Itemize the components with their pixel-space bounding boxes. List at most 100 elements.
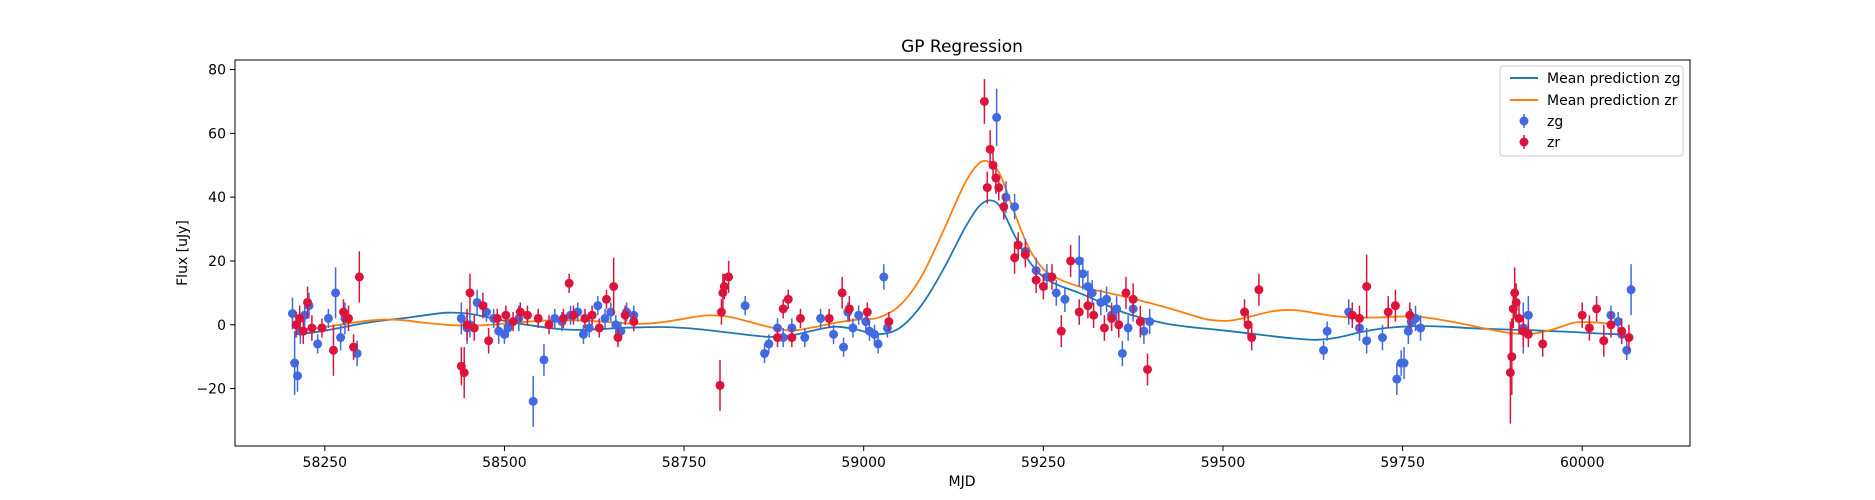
- point-marker: [508, 317, 518, 327]
- point-marker: [601, 294, 611, 304]
- data-point-zg: [1362, 327, 1372, 354]
- point-marker: [1047, 272, 1057, 282]
- data-point-zr: [1507, 318, 1517, 395]
- y-tick-label: −20: [196, 382, 226, 398]
- data-point-zr: [484, 327, 494, 354]
- data-point-zg: [528, 375, 538, 427]
- point-marker: [778, 304, 788, 314]
- data-point-zg: [800, 327, 810, 348]
- point-marker: [1613, 317, 1623, 327]
- point-marker: [844, 304, 854, 314]
- data-point-zg: [854, 305, 864, 325]
- point-marker: [307, 323, 317, 333]
- data-point-zr: [778, 299, 788, 319]
- data-point-zr: [1577, 302, 1587, 328]
- point-marker: [1143, 364, 1153, 374]
- data-point-zg: [1319, 340, 1329, 360]
- point-marker: [1112, 304, 1122, 314]
- data-point-zg: [578, 324, 588, 344]
- data-point-zr: [1254, 273, 1264, 306]
- point-marker: [1114, 320, 1124, 330]
- point-marker: [979, 96, 989, 106]
- point-marker: [1514, 313, 1524, 323]
- data-point-zr: [837, 276, 847, 309]
- data-point-zr: [772, 327, 782, 348]
- point-marker: [824, 313, 834, 323]
- data-point-zg: [593, 296, 603, 316]
- data-point-zr: [1121, 276, 1131, 309]
- point-marker: [349, 342, 359, 352]
- data-point-zr: [1510, 267, 1520, 319]
- data-point-zr: [1089, 302, 1099, 328]
- data-point-zg: [1392, 363, 1402, 395]
- data-point-zr: [999, 193, 1009, 220]
- data-point-zg: [331, 267, 341, 319]
- data-point-zr: [1383, 296, 1393, 328]
- point-marker: [1074, 256, 1084, 266]
- data-point-zr: [1135, 305, 1145, 338]
- data-point-zr: [349, 334, 359, 360]
- legend-label-line-zg: Mean prediction zg: [1547, 71, 1681, 87]
- point-marker: [462, 320, 472, 330]
- data-point-zr: [982, 171, 992, 204]
- observation-points: [287, 79, 1636, 427]
- point-marker: [873, 339, 883, 349]
- data-point-zg: [1074, 235, 1084, 287]
- data-point-zr: [1099, 315, 1109, 341]
- data-point-zr: [787, 327, 797, 348]
- point-marker: [829, 329, 839, 339]
- point-marker: [1577, 310, 1587, 320]
- point-marker: [629, 317, 639, 327]
- data-point-zg: [1613, 312, 1623, 332]
- point-marker: [580, 313, 590, 323]
- point-marker: [584, 323, 594, 333]
- point-marker: [1010, 202, 1020, 212]
- point-marker: [600, 313, 610, 323]
- point-marker: [533, 313, 543, 323]
- data-point-zr: [783, 289, 793, 309]
- data-point-zr: [620, 305, 630, 325]
- point-marker: [854, 310, 864, 320]
- point-marker: [478, 301, 488, 311]
- point-marker: [1107, 313, 1117, 323]
- data-point-zr: [568, 305, 578, 325]
- data-point-zr: [1592, 296, 1602, 322]
- data-point-zg: [323, 308, 333, 328]
- legend-frame: [1499, 65, 1684, 157]
- point-marker: [1617, 326, 1627, 336]
- point-marker: [1240, 307, 1250, 317]
- data-point-zg: [503, 318, 513, 338]
- data-point-zr: [1083, 292, 1093, 319]
- data-point-zr: [613, 327, 623, 348]
- data-point-zr: [515, 302, 525, 322]
- point-marker: [1078, 269, 1088, 279]
- data-point-zg: [1087, 280, 1097, 306]
- point-marker: [317, 323, 327, 333]
- point-marker: [1089, 310, 1099, 320]
- point-marker: [1319, 345, 1329, 355]
- point-marker: [1128, 294, 1138, 304]
- data-point-zr: [1074, 299, 1084, 325]
- mean-prediction-line-zg: [296, 199, 1619, 341]
- point-marker: [550, 313, 560, 323]
- data-point-zr: [1031, 267, 1041, 293]
- data-point-zg: [313, 334, 323, 354]
- point-marker: [528, 396, 538, 406]
- point-marker: [716, 307, 726, 317]
- y-tick-label: 60: [208, 126, 226, 142]
- data-point-zr: [465, 273, 475, 313]
- data-point-zr: [629, 312, 639, 332]
- point-marker: [816, 313, 826, 323]
- data-point-zr: [533, 308, 543, 328]
- point-marker: [848, 323, 858, 333]
- point-marker: [1399, 358, 1409, 368]
- data-point-zr: [307, 315, 317, 341]
- data-point-zg: [848, 318, 858, 338]
- point-marker: [1066, 256, 1076, 266]
- point-marker: [331, 288, 341, 298]
- data-point-zr: [1624, 324, 1634, 351]
- point-marker: [613, 333, 623, 343]
- point-marker: [1074, 307, 1084, 317]
- data-point-zg: [760, 343, 770, 364]
- point-marker: [1139, 326, 1149, 336]
